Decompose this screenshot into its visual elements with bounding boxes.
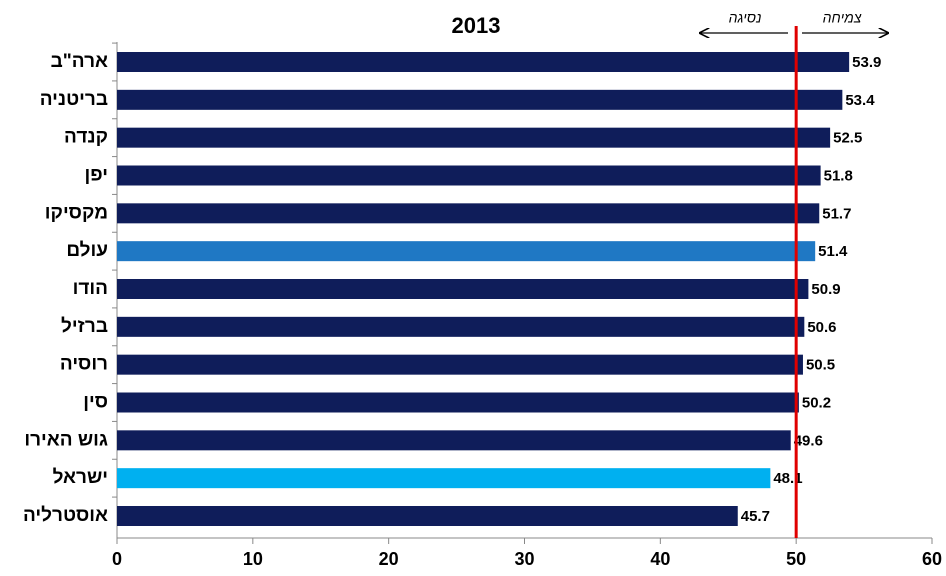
bar <box>117 52 850 72</box>
value-label: 49.6 <box>794 432 823 449</box>
category-label: יפן <box>85 165 108 186</box>
value-label: 53.4 <box>845 92 875 109</box>
x-tick-label: 60 <box>922 549 942 569</box>
x-tick-label: 30 <box>514 549 534 569</box>
category-label: אוסטרליה <box>23 505 108 526</box>
category-label: מקסיקו <box>45 202 108 223</box>
bar <box>117 127 831 148</box>
x-tick-label: 0 <box>112 549 122 569</box>
chart-title: 2013 <box>452 13 501 38</box>
bar <box>117 279 809 299</box>
bar <box>117 89 843 110</box>
x-tick-label: 20 <box>379 549 399 569</box>
value-label: 50.6 <box>807 319 836 336</box>
value-label: 50.5 <box>806 357 835 374</box>
bar <box>117 203 820 224</box>
bar <box>117 354 803 375</box>
bar <box>117 468 771 489</box>
value-label: 51.8 <box>824 167 853 184</box>
category-label: ברזיל <box>61 316 108 337</box>
category-label: סין <box>83 392 108 413</box>
bar <box>117 506 738 526</box>
bar <box>117 165 821 186</box>
bar <box>117 392 799 413</box>
category-label: רוסיה <box>60 354 108 375</box>
value-label: 50.2 <box>802 394 831 411</box>
value-label: 51.7 <box>822 205 851 222</box>
category-label: בריטניה <box>40 89 108 110</box>
x-tick-label: 50 <box>786 549 806 569</box>
value-label: 48.1 <box>773 470 802 487</box>
category-label: הודו <box>73 278 108 299</box>
category-label: גוש האירו <box>24 429 108 450</box>
bar <box>117 241 816 262</box>
annotation: צמיחה <box>823 10 862 26</box>
x-tick-label: 40 <box>650 549 670 569</box>
x-tick-label: 10 <box>243 549 263 569</box>
category-label: ישראל <box>53 467 108 488</box>
bar <box>117 430 791 451</box>
value-label: 45.7 <box>741 508 770 525</box>
value-label: 51.4 <box>818 243 848 260</box>
value-label: 52.5 <box>833 130 862 147</box>
annotation: נסיגה <box>729 10 762 26</box>
category-label: עולם <box>66 240 108 261</box>
category-label: ארה"ב <box>51 51 108 72</box>
value-label: 53.9 <box>852 54 881 71</box>
category-label: קנדה <box>64 127 108 148</box>
bar <box>117 316 805 337</box>
value-label: 50.9 <box>811 281 840 298</box>
